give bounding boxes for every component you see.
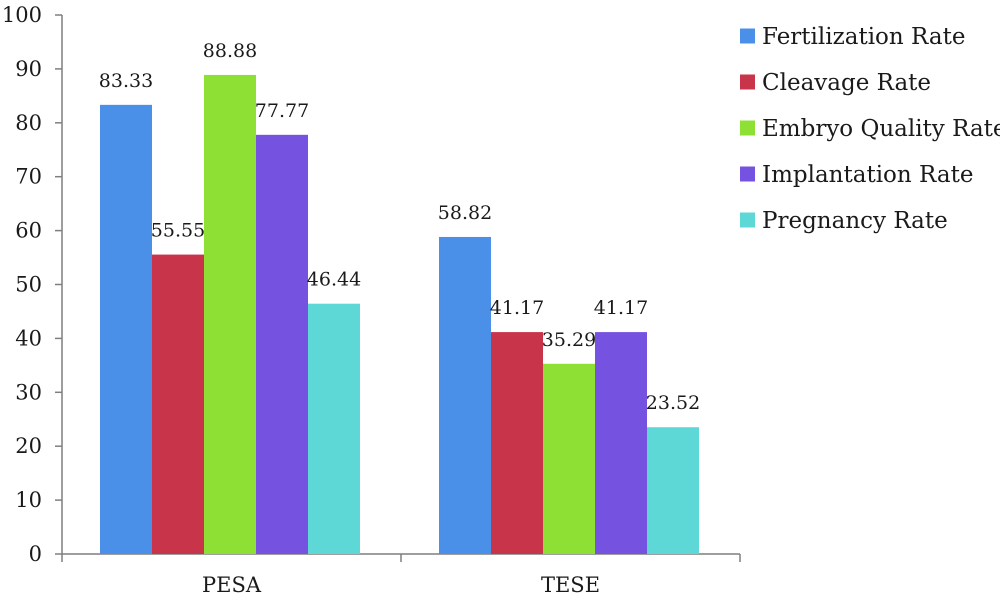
- data-label: 58.82: [438, 202, 492, 224]
- legend-label: Embryo Quality Rate: [762, 116, 1000, 142]
- y-tick-label: 100: [2, 3, 42, 27]
- data-label: 83.33: [99, 70, 153, 92]
- bar: [100, 104, 152, 554]
- y-tick-label: 90: [15, 57, 42, 81]
- legend-swatch: [740, 28, 755, 44]
- legend-label: Fertilization Rate: [762, 24, 965, 50]
- y-tick-label: 20: [15, 434, 42, 458]
- bar: [152, 254, 204, 554]
- bar: [204, 74, 256, 554]
- legend-swatch: [740, 74, 755, 90]
- legend-label: Cleavage Rate: [762, 70, 931, 96]
- data-label: 55.55: [151, 220, 205, 242]
- y-tick-label: 50: [15, 273, 42, 297]
- data-label: 46.44: [307, 269, 361, 291]
- y-tick-label: 40: [15, 326, 42, 350]
- x-category-label: PESA: [202, 573, 262, 597]
- data-label: 41.17: [594, 297, 648, 319]
- legend-swatch: [740, 212, 755, 228]
- bar: [543, 363, 595, 554]
- y-tick-label: 80: [15, 111, 42, 135]
- bar: [647, 427, 699, 554]
- data-label: 88.88: [203, 40, 257, 62]
- y-tick-label: 10: [15, 488, 42, 512]
- bars: [100, 74, 699, 554]
- data-label: 23.52: [646, 392, 700, 414]
- y-axis: 0 10 20 30 40 50 60 70 80 90 100: [2, 3, 63, 566]
- y-tick-label: 70: [15, 165, 42, 189]
- y-tick-label: 60: [15, 219, 42, 243]
- data-labels: 83.33 55.55 88.88 77.77 46.44 58.82 41.17 35.29…: [99, 40, 700, 414]
- data-label: 41.17: [490, 297, 544, 319]
- bar: [595, 332, 647, 554]
- data-label: 35.29: [542, 329, 596, 351]
- x-axis: PESA TESE: [61, 553, 741, 597]
- legend-label: Pregnancy Rate: [762, 208, 948, 234]
- bar: [308, 303, 360, 554]
- legend-swatch: [740, 120, 755, 136]
- legend-swatch: [740, 166, 755, 182]
- bar: [491, 332, 543, 554]
- bar: [439, 236, 491, 554]
- data-label: 77.77: [255, 100, 309, 122]
- legend-label: Implantation Rate: [762, 162, 973, 188]
- bar: [256, 134, 308, 554]
- y-tick-label: 0: [29, 542, 42, 566]
- y-tick-label: 30: [15, 380, 42, 404]
- x-category-label: TESE: [541, 573, 600, 597]
- legend: Fertilization Rate Cleavage Rate Embryo Qu…: [740, 24, 1000, 234]
